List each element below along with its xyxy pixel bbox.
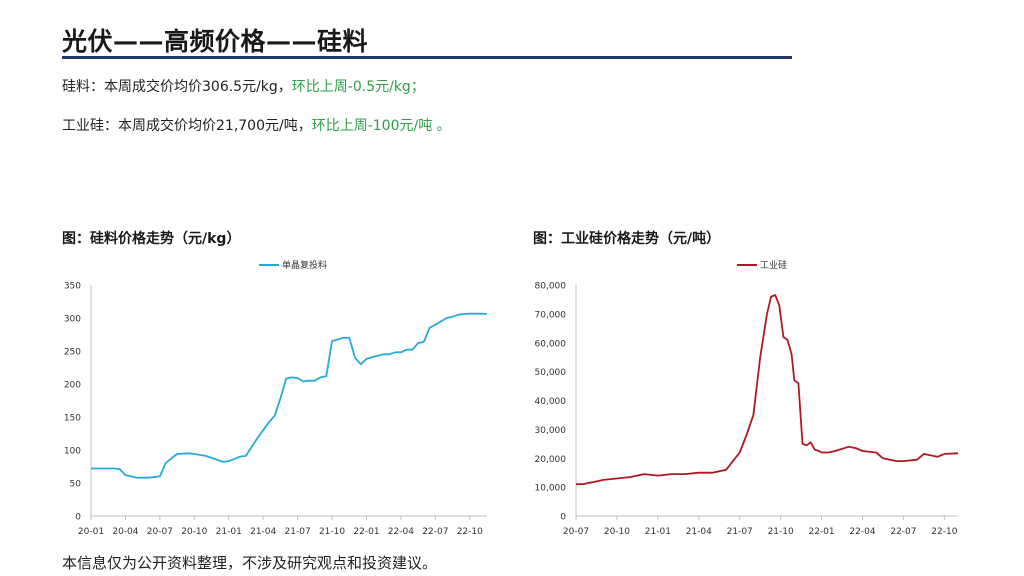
x-tick-label: 20-10 bbox=[181, 527, 207, 537]
series-line bbox=[576, 294, 959, 486]
x-tick-label: 21-10 bbox=[319, 527, 345, 537]
x-tick-label: 22-04 bbox=[388, 527, 414, 537]
polysilicon-chart-title: 图：硅料价格走势（元/kg） bbox=[62, 231, 241, 247]
page-title: 光伏——高频价格——硅料 bbox=[62, 27, 369, 56]
x-tick-label: 22-07 bbox=[890, 527, 916, 537]
industrial-silicon-change-text: 环比上周-100元/吨 。 bbox=[311, 118, 451, 134]
x-tick-label: 22-01 bbox=[353, 527, 379, 537]
x-tick-label: 20-04 bbox=[112, 527, 138, 537]
y-tick-label: 250 bbox=[64, 348, 81, 358]
industrial-silicon-summary: 工业硅：本周成交价均价21,700元/吨，环比上周-100元/吨 。 bbox=[62, 115, 451, 135]
x-tick-label: 22-10 bbox=[931, 527, 957, 537]
polysilicon-summary: 硅料：本周成交价均价306.5元/kg，环比上周-0.5元/kg； bbox=[62, 76, 425, 96]
y-tick-label: 200 bbox=[64, 381, 81, 391]
y-tick-label: 0 bbox=[560, 513, 566, 523]
x-tick-label: 21-04 bbox=[250, 527, 276, 537]
x-tick-label: 21-10 bbox=[768, 527, 794, 537]
x-tick-label: 22-07 bbox=[422, 527, 448, 537]
x-tick-label: 20-07 bbox=[563, 527, 589, 537]
polysilicon-price-text: 硅料：本周成交价均价306.5元/kg， bbox=[62, 79, 292, 95]
y-tick-label: 40,000 bbox=[535, 397, 567, 407]
series-line bbox=[91, 312, 488, 479]
y-tick-label: 50 bbox=[70, 480, 82, 490]
y-tick-label: 100 bbox=[64, 447, 81, 457]
x-tick-label: 21-04 bbox=[686, 527, 712, 537]
polysilicon-change-text: 环比上周-0.5元/kg； bbox=[291, 79, 425, 95]
x-tick-label: 21-07 bbox=[285, 527, 311, 537]
legend-label: 工业硅 bbox=[760, 259, 787, 271]
x-tick-label: 21-01 bbox=[216, 527, 242, 537]
y-tick-label: 50,000 bbox=[535, 368, 567, 378]
title-underline bbox=[62, 56, 792, 59]
industrial-silicon-chart-title: 图：工业硅价格走势（元/吨） bbox=[533, 231, 721, 247]
industrial-silicon-price-text: 工业硅：本周成交价均价21,700元/吨， bbox=[62, 118, 312, 134]
x-tick-label: 20-10 bbox=[604, 527, 630, 537]
x-tick-label: 20-01 bbox=[78, 527, 104, 537]
x-tick-label: 22-04 bbox=[849, 527, 875, 537]
y-tick-label: 300 bbox=[64, 315, 81, 325]
x-tick-label: 21-01 bbox=[645, 527, 671, 537]
y-tick-label: 30,000 bbox=[535, 426, 567, 436]
y-tick-label: 350 bbox=[64, 282, 81, 292]
y-tick-label: 60,000 bbox=[535, 339, 567, 349]
y-tick-label: 0 bbox=[75, 513, 81, 523]
x-tick-label: 22-01 bbox=[808, 527, 834, 537]
y-tick-label: 80,000 bbox=[535, 282, 567, 292]
x-tick-label: 22-10 bbox=[457, 527, 483, 537]
y-tick-label: 150 bbox=[64, 414, 81, 424]
legend-label: 单晶复投料 bbox=[282, 259, 327, 271]
x-tick-label: 21-07 bbox=[727, 527, 753, 537]
polysilicon-price-chart: 0 50 100 150 200 250 300 350 20-01 20-04 20-07 20-1… bbox=[64, 259, 488, 537]
disclaimer: 本信息仅为公开资料整理，不涉及研究观点和投资建议。 bbox=[62, 554, 438, 572]
industrial-silicon-price-chart: 0 10,000 20,000 30,000 40,000 50,000 60,000 70,… bbox=[535, 259, 959, 537]
y-tick-label: 10,000 bbox=[535, 484, 567, 494]
y-tick-label: 20,000 bbox=[535, 455, 567, 465]
x-tick-label: 20-07 bbox=[147, 527, 173, 537]
y-tick-label: 70,000 bbox=[535, 310, 567, 320]
